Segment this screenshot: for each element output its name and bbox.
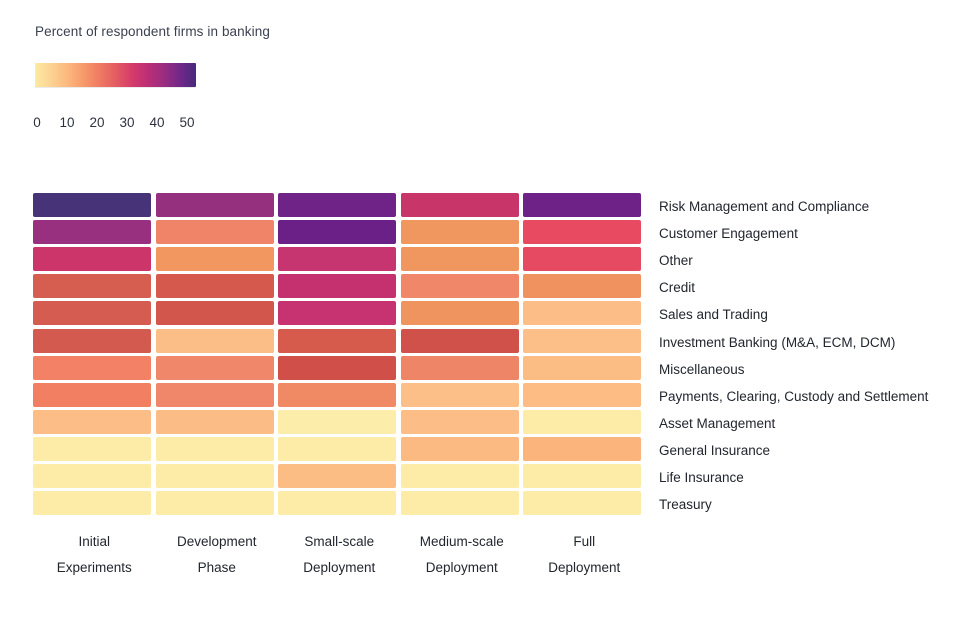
heatmap-cell (33, 436, 151, 461)
heatmap-cell (33, 382, 151, 407)
column-label: Full Deployment (548, 534, 621, 575)
colorbar-tick-labels: 0 10 20 30 40 50 (33, 115, 235, 131)
heatmap-cell (523, 436, 641, 461)
column-label: Development Phase (176, 534, 257, 575)
row-label: Investment Banking (M&A, ECM, DCM) (659, 334, 896, 350)
heatmap-cell (33, 193, 151, 218)
heatmap-cell (400, 382, 519, 407)
row-labels: Risk Management and Compliance Customer E… (659, 193, 928, 518)
heatmap-cell (33, 491, 151, 516)
heatmap-cell (155, 274, 274, 299)
colorbar-tick: 40 (149, 115, 165, 130)
heatmap-cell (33, 409, 151, 434)
heatmap-cell (278, 193, 396, 218)
heatmap-cell (155, 193, 274, 218)
heatmap-cell (523, 220, 641, 245)
row-label: General Insurance (659, 442, 771, 458)
heatmap-cell (523, 274, 641, 299)
heatmap-cell (33, 301, 151, 326)
heatmap-cell (33, 355, 151, 380)
heatmap-cell (155, 328, 274, 353)
row-label: Payments, Clearing, Custody and Settleme… (659, 388, 929, 404)
row-label: Sales and Trading (659, 307, 768, 323)
row-label: Customer Engagement (659, 226, 798, 242)
colorbar-tick: 30 (119, 115, 135, 130)
heatmap-cell (400, 436, 519, 461)
heatmap-cell (278, 247, 396, 272)
colorbar-tick: 50 (179, 115, 195, 130)
column-label: Small-scale Deployment (303, 534, 376, 575)
heatmap-cell (33, 464, 151, 489)
row-label: Miscellaneous (659, 361, 745, 377)
heatmap-cell (278, 274, 396, 299)
heatmap-cell (278, 328, 396, 353)
heatmap-cell (155, 491, 274, 516)
colorbar-tick: 20 (89, 115, 105, 130)
heatmap-cell (523, 301, 641, 326)
heatmap-cell (278, 355, 396, 380)
heatmap-cell (400, 464, 519, 489)
heatmap-cell (400, 409, 519, 434)
heatmap-cell (523, 193, 641, 218)
heatmap-cell (400, 328, 519, 353)
heatmap-cell (155, 220, 274, 245)
heatmap-cell (278, 436, 396, 461)
heatmap-cell (400, 193, 519, 218)
legend-title: Percent of respondent firms in banking (35, 24, 270, 39)
heatmap-cell (33, 328, 151, 353)
heatmap-cell (523, 355, 641, 380)
colorbar-gradient (35, 63, 196, 87)
heatmap-cell (400, 491, 519, 516)
heatmap-cell (278, 409, 396, 434)
heatmap-cell (400, 274, 519, 299)
heatmap-cell (155, 382, 274, 407)
heatmap-cell (400, 247, 519, 272)
heatmap-cell (33, 220, 151, 245)
heatmap-cell (523, 464, 641, 489)
heatmap-cell (33, 274, 151, 299)
heatmap-cell (33, 247, 151, 272)
heatmap-cell (278, 491, 396, 516)
heatmap-cell (278, 220, 396, 245)
heatmap-cell (523, 409, 641, 434)
heatmap-cell (523, 328, 641, 353)
heatmap-cell (523, 382, 641, 407)
row-label: Treasury (659, 497, 712, 513)
heatmap-cell (155, 355, 274, 380)
row-label: Credit (659, 280, 696, 296)
heatmap-cell (155, 436, 274, 461)
heatmap-cell (400, 220, 519, 245)
heatmap-cell (155, 409, 274, 434)
heatmap-cell (400, 355, 519, 380)
row-label: Life Insurance (659, 469, 744, 485)
column-label: Initial Experiments (56, 534, 132, 575)
heatmap-cell (278, 464, 396, 489)
row-label: Risk Management and Compliance (659, 199, 870, 215)
heatmap-cell (155, 247, 274, 272)
heatmap-cell (155, 464, 274, 489)
colorbar-tick: 0 (33, 115, 41, 130)
heatmap-cell (278, 382, 396, 407)
heatmap-cell (523, 247, 641, 272)
heatmap-cell (155, 301, 274, 326)
heatmap-cell (278, 301, 396, 326)
colorbar-tick: 10 (59, 115, 75, 130)
column-label: Medium-scale Deployment (419, 534, 504, 575)
row-label: Asset Management (659, 415, 776, 431)
heatmap-cell (400, 301, 519, 326)
row-label: Other (659, 253, 693, 269)
heatmap-cell (523, 491, 641, 516)
